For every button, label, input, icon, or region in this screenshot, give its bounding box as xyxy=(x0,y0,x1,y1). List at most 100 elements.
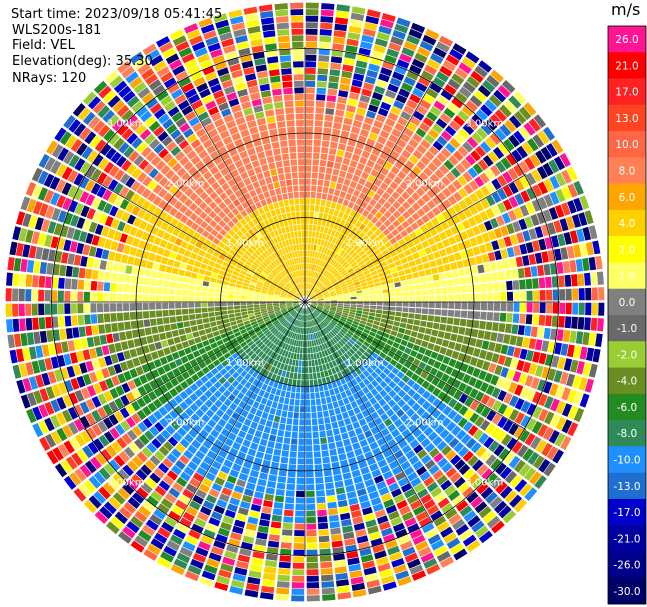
range-gate xyxy=(305,133,313,140)
range-gate xyxy=(403,235,412,243)
range-gate xyxy=(390,36,404,46)
range-gate xyxy=(336,149,345,157)
range-gate xyxy=(461,105,474,117)
ray xyxy=(309,102,537,298)
range-gate xyxy=(327,286,334,290)
range-gate xyxy=(342,271,349,277)
range-gate xyxy=(388,205,397,214)
range-gate xyxy=(305,250,308,257)
range-gate xyxy=(425,178,435,188)
range-gate xyxy=(484,137,497,149)
range-gate xyxy=(484,99,498,112)
range-gate xyxy=(322,278,328,284)
range-gate xyxy=(325,220,331,228)
range-gate xyxy=(484,168,496,181)
range-gate xyxy=(363,165,372,174)
range-gate xyxy=(408,28,423,40)
range-gate xyxy=(359,129,370,138)
range-gate xyxy=(345,172,354,180)
range-gate xyxy=(369,233,377,241)
range-gate xyxy=(368,241,376,249)
range-gate xyxy=(412,133,423,143)
range-gate xyxy=(345,193,352,201)
range-gate xyxy=(508,134,520,148)
range-gate xyxy=(343,244,350,252)
range-gate xyxy=(341,234,347,242)
range-gate xyxy=(329,276,335,282)
range-gate xyxy=(396,17,411,28)
range-gate xyxy=(306,283,308,290)
range-gate xyxy=(312,159,320,166)
range-gate xyxy=(339,219,346,227)
range-gate xyxy=(334,23,348,32)
range-gate xyxy=(358,47,371,56)
range-gate xyxy=(308,276,311,283)
range-gate xyxy=(380,101,392,111)
range-gate xyxy=(406,216,415,225)
range-gate xyxy=(327,194,333,201)
range-gate xyxy=(389,250,398,258)
range-gate xyxy=(327,228,333,235)
range-gate xyxy=(431,157,443,168)
range-gate xyxy=(315,198,321,206)
range-gate xyxy=(343,117,353,126)
range-gate xyxy=(315,280,320,287)
range-gate xyxy=(325,256,331,263)
range-gate xyxy=(486,74,500,88)
range-gate xyxy=(316,81,327,88)
range-gate xyxy=(380,67,393,77)
range-gate xyxy=(352,264,359,270)
range-gate xyxy=(494,109,507,122)
range-gate xyxy=(327,154,336,162)
range-gate xyxy=(333,223,339,231)
range-gate xyxy=(317,179,324,186)
range-gate xyxy=(533,114,547,129)
range-gate xyxy=(314,272,318,279)
range-gate xyxy=(469,204,479,216)
range-gate xyxy=(458,187,468,198)
range-gate xyxy=(392,210,401,219)
range-gate xyxy=(342,64,354,73)
range-gate xyxy=(339,267,345,274)
range-gate xyxy=(318,245,323,253)
range-gate xyxy=(355,183,364,192)
range-gate xyxy=(324,114,334,122)
range-gate xyxy=(397,116,408,127)
range-gate xyxy=(318,48,330,56)
range-gate xyxy=(370,256,378,263)
range-gate xyxy=(349,132,359,141)
range-gate xyxy=(470,150,481,162)
range-gate xyxy=(331,49,344,57)
range-gate xyxy=(414,176,424,186)
range-gate xyxy=(440,89,453,101)
range-gate xyxy=(308,291,313,297)
range-gate xyxy=(455,163,466,174)
range-gate xyxy=(392,71,405,81)
range-gate xyxy=(307,270,310,277)
range-gate xyxy=(319,253,324,260)
range-gate xyxy=(318,283,323,289)
range-gate xyxy=(370,207,378,216)
range-gate xyxy=(320,16,334,23)
range-gate xyxy=(317,74,328,82)
range-gate xyxy=(393,144,404,154)
range-gate xyxy=(374,85,386,95)
range-gate xyxy=(384,54,397,64)
range-gate xyxy=(335,217,342,225)
range-gate xyxy=(433,47,447,59)
range-gate xyxy=(341,184,349,193)
range-gate xyxy=(387,112,399,122)
range-gate xyxy=(308,263,311,270)
range-gate xyxy=(375,220,383,228)
range-gate xyxy=(370,98,381,107)
range-gate xyxy=(328,148,337,156)
range-gate xyxy=(322,134,331,141)
range-gate xyxy=(306,290,309,296)
range-gate xyxy=(364,180,373,189)
ray xyxy=(310,153,571,299)
range-gate xyxy=(343,263,350,269)
range-gate xyxy=(310,296,317,300)
range-gate xyxy=(356,107,367,116)
range-gate xyxy=(495,161,507,173)
range-gate xyxy=(426,111,438,122)
